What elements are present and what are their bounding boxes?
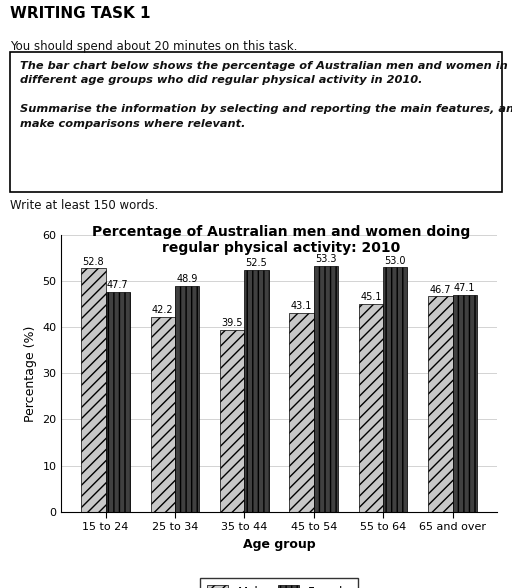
Bar xyxy=(220,330,244,512)
Bar xyxy=(428,296,453,512)
Bar xyxy=(453,295,477,512)
Text: WRITING TASK 1: WRITING TASK 1 xyxy=(10,6,151,21)
Text: 52.8: 52.8 xyxy=(82,256,104,266)
Bar xyxy=(151,317,175,512)
Text: 47.1: 47.1 xyxy=(454,283,476,293)
Text: 47.7: 47.7 xyxy=(107,280,129,290)
Bar xyxy=(81,268,105,512)
Bar xyxy=(105,292,130,512)
Text: 53.3: 53.3 xyxy=(315,254,337,264)
Bar xyxy=(359,304,383,512)
Text: 48.9: 48.9 xyxy=(177,275,198,285)
Text: The bar chart below shows the percentage of Australian men and women in
differen: The bar chart below shows the percentage… xyxy=(20,61,512,129)
Text: 43.1: 43.1 xyxy=(291,301,312,311)
Text: Percentage of Australian men and women doing
regular physical activity: 2010: Percentage of Australian men and women d… xyxy=(93,225,471,255)
Text: 52.5: 52.5 xyxy=(246,258,267,268)
Bar xyxy=(383,268,408,512)
Text: Write at least 150 words.: Write at least 150 words. xyxy=(10,199,159,212)
Bar xyxy=(175,286,199,512)
Y-axis label: Percentage (%): Percentage (%) xyxy=(24,325,37,422)
Text: 39.5: 39.5 xyxy=(221,318,243,328)
Bar xyxy=(244,270,269,512)
Bar xyxy=(314,266,338,512)
Text: You should spend about 20 minutes on this task.: You should spend about 20 minutes on thi… xyxy=(10,40,297,53)
Text: 45.1: 45.1 xyxy=(360,292,382,302)
Text: 46.7: 46.7 xyxy=(430,285,451,295)
Legend: Male, Female: Male, Female xyxy=(200,578,358,588)
Text: 42.2: 42.2 xyxy=(152,305,174,315)
X-axis label: Age group: Age group xyxy=(243,537,315,550)
Text: 53.0: 53.0 xyxy=(385,256,406,266)
Bar xyxy=(10,52,502,192)
Bar xyxy=(289,313,314,512)
